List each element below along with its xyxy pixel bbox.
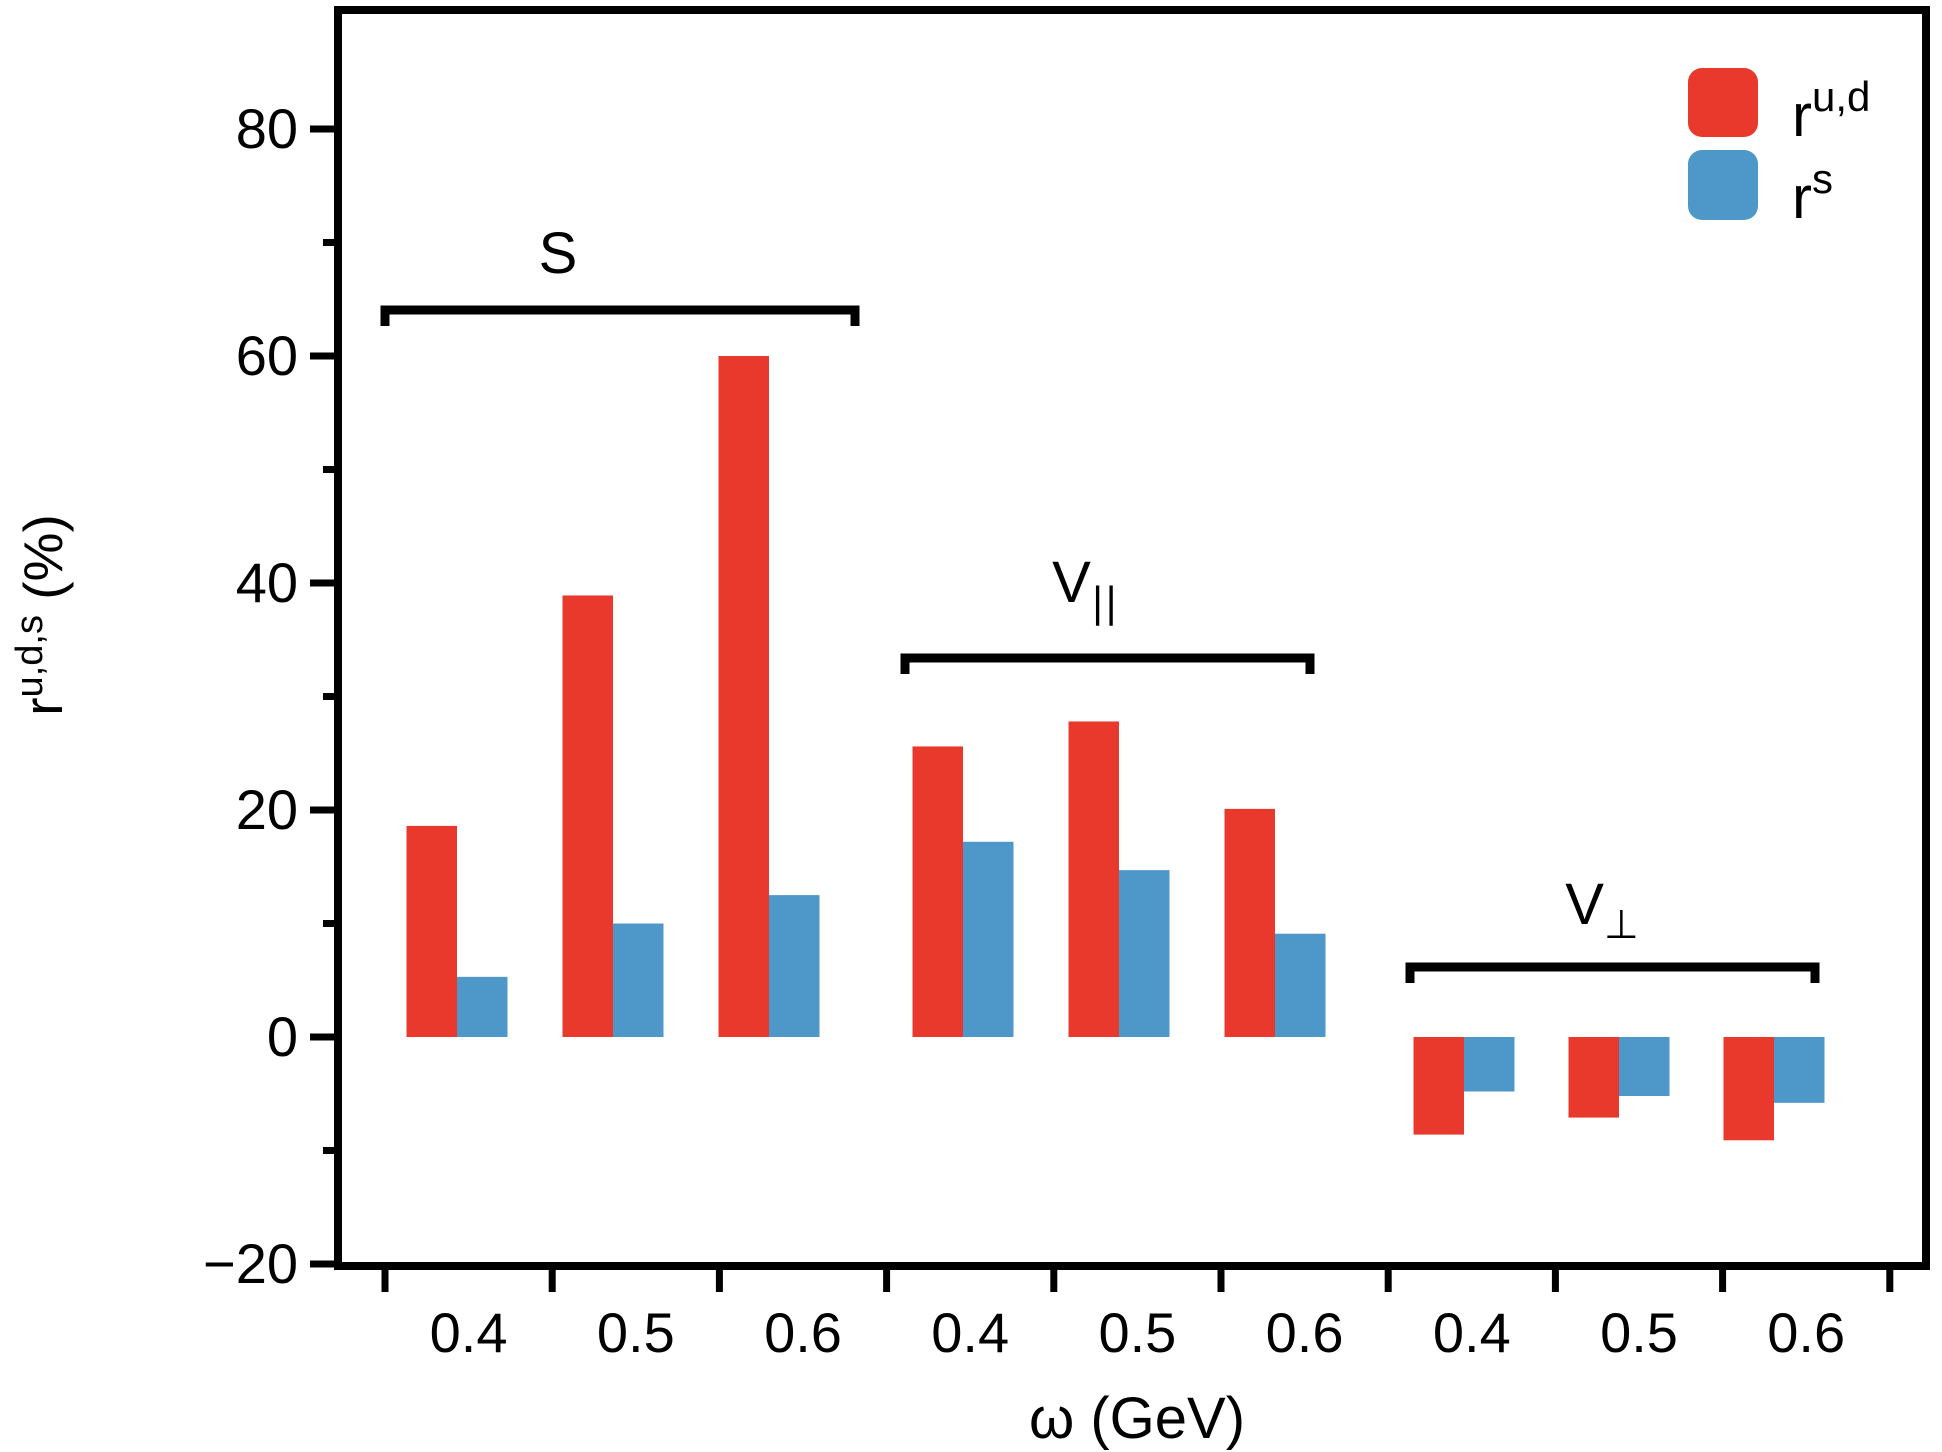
bar-r_ud-S-0.6 [718, 356, 769, 1037]
bar-r_s-V⊥-0.6 [1774, 1037, 1825, 1103]
bar-r_s-V||-0.4 [963, 841, 1014, 1037]
bar-r_s-S-0.4 [457, 976, 508, 1037]
y-axis-title: ru,d,s (%) [9, 514, 74, 716]
group-V-sub-label: V⊥ [1565, 872, 1639, 948]
group-brackets: S V|| V⊥ [380, 221, 1820, 983]
legend: ru,drs [1688, 68, 1870, 231]
axis-ticks [310, 125, 1894, 1292]
x-tick-label: 0.6 [1767, 1301, 1845, 1364]
bar-r_s-V||-0.5 [1119, 870, 1170, 1037]
bar-r_ud-V||-0.4 [912, 746, 963, 1037]
group-V-sub-bracket [1405, 962, 1820, 983]
y-tick-label: 40 [236, 551, 298, 614]
bar-r_s-V⊥-0.4 [1464, 1037, 1515, 1092]
bar-r_ud-S-0.4 [406, 825, 457, 1037]
bar-r_s-S-0.5 [613, 923, 664, 1037]
x-tick-label: 0.5 [1600, 1301, 1678, 1364]
x-tick-label: 0.5 [1098, 1301, 1176, 1364]
axis-tick-labels: −20 0 20 40 60 80 0.4 0.5 0.6 0.4 0.5 0.6 0.4 0.5 0.6 [203, 97, 1845, 1364]
y-tick-label: 80 [236, 97, 298, 160]
bar-r_ud-V||-0.5 [1068, 721, 1119, 1037]
group-V-sub-label: V|| [1052, 550, 1118, 626]
plot-frame [334, 6, 1930, 1270]
bar-r_ud-V⊥-0.4 [1413, 1037, 1464, 1135]
bar-r_ud-S-0.5 [562, 595, 613, 1037]
y-tick-label: 20 [236, 778, 298, 841]
bar-r_ud-V⊥-0.6 [1723, 1037, 1774, 1141]
bar-r_s-S-0.6 [769, 895, 820, 1037]
group-S-bracket [380, 305, 860, 326]
x-tick-label: 0.4 [931, 1301, 1009, 1364]
bar-r_ud-V||-0.6 [1224, 808, 1275, 1037]
x-axis-title: ω (GeV) [1029, 1386, 1245, 1451]
bars-layer [406, 356, 1825, 1141]
x-tick-label: 0.6 [764, 1301, 842, 1364]
x-tick-label: 0.4 [1433, 1301, 1511, 1364]
group-S-label: S [539, 221, 578, 286]
y-tick-label: 60 [236, 324, 298, 387]
x-tick-label: 0.4 [430, 1301, 508, 1364]
legend-label-r_s: rs [1792, 155, 1833, 231]
legend-label-r_ud: ru,d [1792, 73, 1870, 149]
plot-border [334, 6, 1930, 1270]
y-tick-label: −20 [203, 1232, 298, 1295]
x-tick-label: 0.5 [597, 1301, 675, 1364]
group-V-sub-bracket [900, 653, 1315, 674]
legend-swatch-r_s [1688, 150, 1758, 220]
x-tick-label: 0.6 [1266, 1301, 1344, 1364]
bar-r_s-V||-0.6 [1275, 933, 1326, 1037]
bar-r_ud-V⊥-0.5 [1568, 1037, 1619, 1118]
bar-r_s-V⊥-0.5 [1619, 1037, 1670, 1097]
y-tick-label: 0 [267, 1005, 298, 1068]
legend-swatch-r_ud [1688, 68, 1758, 137]
